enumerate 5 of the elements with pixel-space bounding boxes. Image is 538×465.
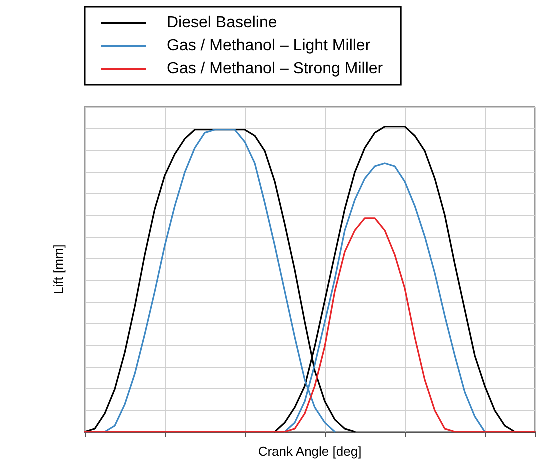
- y-axis-title: Lift [mm]: [51, 244, 66, 294]
- x-axis-title: Crank Angle [deg]: [258, 444, 362, 459]
- legend-label: Diesel Baseline: [167, 14, 278, 32]
- legend-label: Gas / Methanol – Strong Miller: [167, 60, 384, 78]
- legend-label: Gas / Methanol – Light Miller: [167, 38, 372, 54]
